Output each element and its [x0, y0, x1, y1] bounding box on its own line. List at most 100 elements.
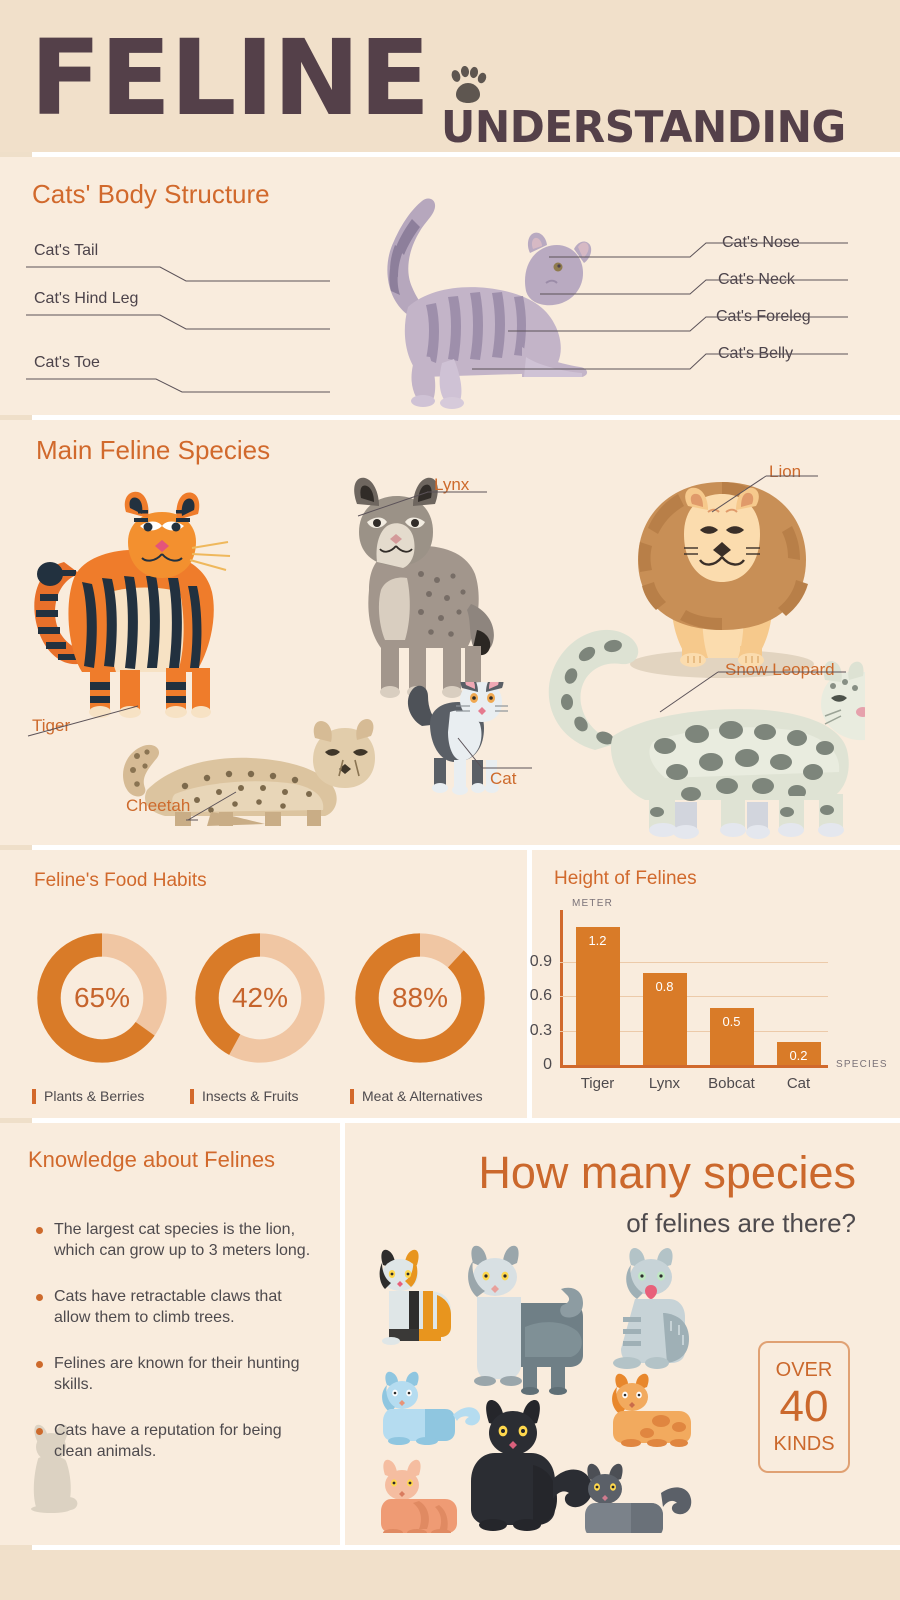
page-title: FELINE [30, 17, 430, 139]
snow-leopard-illustration [548, 629, 865, 839]
footer-band [0, 1550, 900, 1600]
knowledge-bullet-text: Cats have retractable claws that allow t… [54, 1288, 282, 1326]
page-subtitle: UNDERSTANDING [441, 102, 846, 153]
flat-cat-grey-tabby [613, 1247, 689, 1369]
y-axis-unit-label: METER [572, 898, 613, 909]
knowledge-bullet-3: Felines are known for their hunting skil… [28, 1353, 318, 1395]
legend-marker [32, 1088, 36, 1104]
badge-kinds-label: KINDS [773, 1433, 835, 1455]
y-tick-label: 0 [543, 1056, 552, 1073]
x-axis-unit-label: SPECIES [836, 1059, 888, 1070]
legend-item-meat: Meat & Alternatives [350, 1088, 483, 1104]
x-axis [560, 1065, 828, 1068]
bar-bobcat: 0.5 [709, 1007, 754, 1065]
knowledge-bullet-2: Cats have retractable claws that allow t… [28, 1286, 318, 1328]
tiger-illustration [34, 491, 231, 718]
donut-chart-plants: 65% [32, 928, 172, 1068]
anatomy-label-belly: Cat's Belly [718, 345, 794, 362]
header-inner: FELINE UNDERSTANDING [30, 26, 870, 150]
flat-cat-blue [382, 1371, 481, 1445]
lynx-illustration [354, 477, 494, 698]
anatomy-label-foreleg: Cat's Foreleg [716, 308, 811, 325]
species-count-badge: OVER 40 KINDS [758, 1341, 850, 1473]
legend-label-insects: Insects & Fruits [202, 1088, 299, 1104]
anatomy-label-tail: Cat's Tail [34, 242, 99, 259]
donut-ring-insects [195, 933, 325, 1063]
bar-chart-plot: SPECIES 0 0.3 0.6 0.9 1.2 0.8 0.5 0.2 Tiger Lyn… [530, 910, 887, 1092]
body-structure-title: Cats' Body Structure [32, 179, 270, 209]
legend-item-plants: Plants & Berries [32, 1088, 144, 1104]
bar-value-label: 0.5 [722, 1013, 741, 1029]
y-tick-label: 0.6 [529, 987, 552, 1005]
section-divider [32, 845, 900, 850]
food-habits-title: Feline's Food Habits [34, 870, 207, 891]
anatomy-label-nose: Cat's Nose [722, 234, 800, 251]
knowledge-bullet-list: The largest cat species is the lion, whi… [28, 1219, 318, 1487]
legend-marker [190, 1088, 194, 1104]
panel-divider [340, 1118, 345, 1545]
species-label-snow-leopard: Snow Leopard [725, 660, 835, 679]
knowledge-bullet-text: Cats have a reputation for being clean a… [54, 1422, 282, 1460]
legend-label-meat: Meat & Alternatives [362, 1088, 483, 1104]
section-divider [32, 1545, 900, 1550]
bar-value-label: 1.2 [588, 933, 607, 949]
bar-lynx: 0.8 [642, 973, 687, 1065]
grid-line [560, 1030, 828, 1032]
height-chart-title: Height of Felines [554, 868, 697, 889]
donut-ring-plants [37, 933, 167, 1063]
grid-line [560, 996, 828, 998]
legend-label-plants: Plants & Berries [44, 1088, 145, 1104]
flat-cat-calico [379, 1249, 451, 1345]
knowledge-section: Knowledge about Felines The largest cat … [0, 1123, 340, 1545]
badge-number: 40 [779, 1382, 829, 1431]
flat-cat-salmon [381, 1459, 457, 1533]
flat-cat-dark-grey [585, 1463, 692, 1533]
bar-tiger: 1.2 [575, 927, 620, 1065]
section-divider [32, 1118, 900, 1123]
section-divider [32, 415, 900, 420]
knowledge-bullet-1: The largest cat species is the lion, whi… [28, 1219, 318, 1261]
bar-value-label: 0.2 [789, 1048, 808, 1064]
section-divider [32, 152, 900, 157]
x-tick-label-tiger: Tiger [580, 1075, 615, 1092]
header-band: FELINE UNDERSTANDING [0, 0, 900, 152]
food-habits-section: Feline's Food Habits 65% Plants & Berrie… [0, 850, 527, 1118]
badge-over-label: OVER [775, 1359, 833, 1381]
species-count-question: How many species [478, 1147, 856, 1198]
species-count-subquestion: of felines are there? [626, 1208, 856, 1238]
species-label-cat: Cat [490, 769, 517, 788]
anatomy-label-toe: Cat's Toe [34, 354, 100, 371]
y-tick-label: 0.3 [529, 1021, 552, 1039]
grid-line [560, 961, 828, 963]
species-label-lynx: Lynx [434, 475, 470, 494]
anatomy-label-hind-leg: Cat's Hind Leg [34, 290, 139, 307]
x-tick-label-cat: Cat [786, 1075, 811, 1092]
knowledge-bullet-text: Felines are known for their hunting skil… [54, 1355, 300, 1393]
paw-print-icon [451, 66, 487, 103]
species-label-tiger: Tiger [32, 716, 71, 735]
flat-cat-orange-lying [612, 1373, 691, 1447]
knowledge-bullet-text: The largest cat species is the lion, whi… [54, 1221, 311, 1259]
knowledge-bullet-4: Cats have a reputation for being clean a… [28, 1420, 318, 1462]
anatomy-label-neck: Cat's Neck [718, 271, 795, 288]
flat-cat-black [471, 1399, 593, 1531]
donut-chart-meat: 88% [350, 928, 490, 1068]
species-section-title: Main Feline Species [36, 435, 271, 465]
species-label-cheetah: Cheetah [126, 796, 191, 815]
x-tick-label-bobcat: Bobcat [708, 1075, 755, 1092]
eight-flat-cats-illustration [379, 1245, 692, 1533]
body-structure-section: Cats' Body Structure [0, 157, 900, 415]
donut-value-meat: 88% [391, 982, 449, 1013]
striped-cat-stretching-illustration [387, 198, 592, 409]
donut-chart-insects: 42% [190, 928, 330, 1068]
height-chart-section: Height of Felines METER SPECIES 0 0.3 0.6 0… [530, 850, 900, 1118]
species-count-section: How many species of felines are there? O… [345, 1123, 900, 1545]
species-label-lion: Lion [769, 462, 802, 481]
knowledge-title: Knowledge about Felines [28, 1147, 276, 1172]
y-tick-label: 0.9 [529, 952, 552, 970]
panel-divider [527, 845, 532, 1118]
donut-value-plants: 65% [73, 982, 131, 1013]
donut-value-insects: 42% [231, 982, 289, 1013]
legend-marker [350, 1088, 354, 1104]
